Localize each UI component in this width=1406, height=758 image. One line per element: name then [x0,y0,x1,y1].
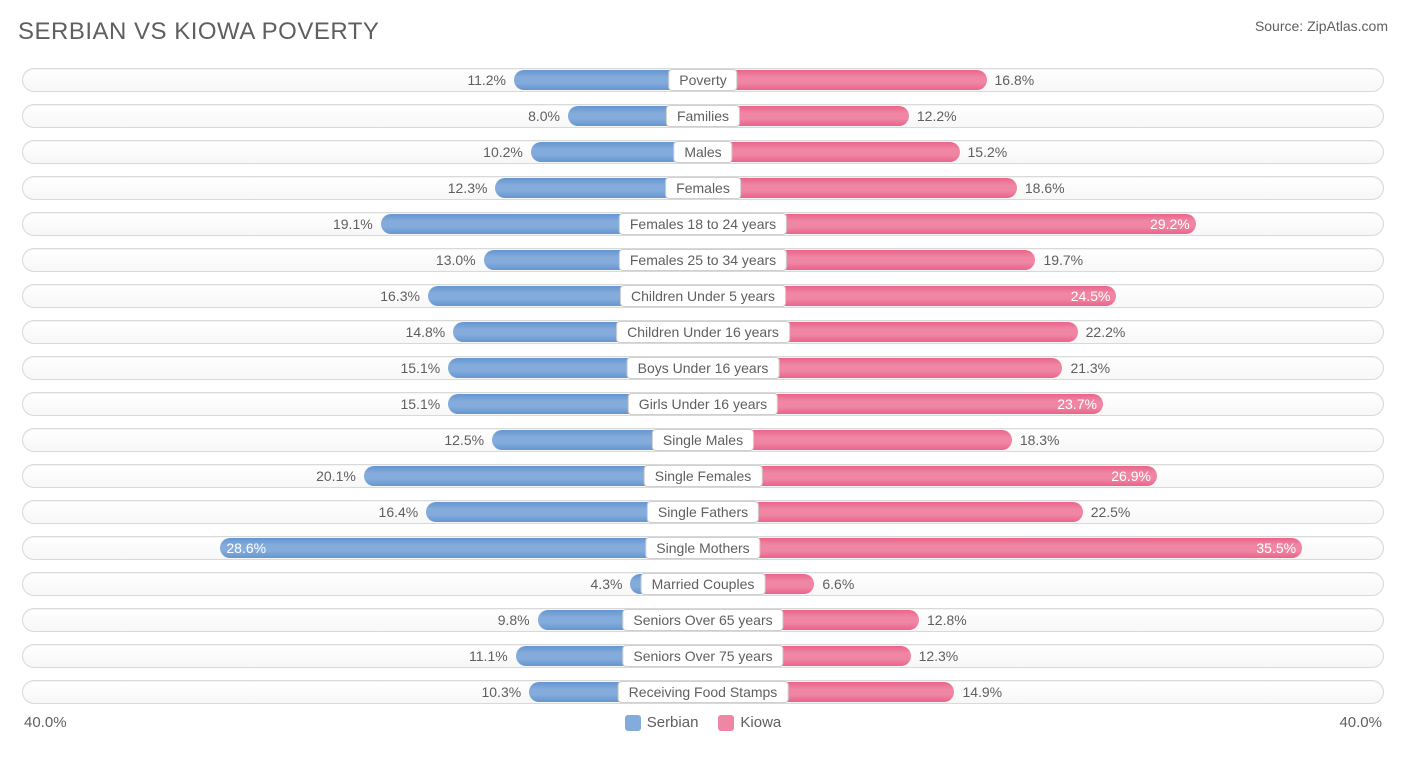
value-right: 22.2% [1078,324,1126,340]
category-label: Boys Under 16 years [627,357,780,379]
chart-row: 11.1% 12.3% Seniors Over 75 years [18,640,1388,672]
category-label: Seniors Over 65 years [622,609,783,631]
value-left: 14.8% [406,324,454,340]
category-label: Married Couples [641,573,766,595]
value-right: 12.3% [911,648,959,664]
bar-right: 26.9% [703,466,1157,486]
chart-title: SERBIAN VS KIOWA POVERTY [18,18,379,46]
category-label: Single Females [644,465,763,487]
value-left: 15.1% [400,396,448,412]
bar-right: 22.5% [703,502,1083,522]
value-right: 24.5% [1071,288,1111,304]
chart-row: 16.4%22.5%Single Fathers [18,496,1388,528]
bar-right: 18.6% [703,178,1017,198]
category-label: Seniors Over 75 years [622,645,783,667]
legend-item-left: Serbian [625,714,699,731]
category-label: Single Males [652,429,754,451]
chart-row: 12.3%18.6%Females [18,172,1388,204]
chart-row: 20.1% 26.9% Single Females [18,460,1388,492]
chart-row: 13.0% 19.7% Females 25 to 34 years [18,244,1388,276]
category-label: Poverty [668,69,737,91]
value-left: 13.0% [436,252,484,268]
value-right: 35.5% [1256,540,1296,556]
legend-label-right: Kiowa [740,714,781,731]
value-right: 6.6% [814,576,854,592]
bar-right: 16.8% [703,70,987,90]
category-label: Families [666,105,740,127]
legend-swatch-left [625,715,641,731]
value-left: 8.0% [528,108,568,124]
chart-source: Source: ZipAtlas.com [1255,18,1388,34]
value-right: 29.2% [1150,216,1190,232]
category-label: Receiving Food Stamps [618,681,789,703]
value-right: 26.9% [1111,468,1151,484]
value-left: 9.8% [498,612,538,628]
legend-item-right: Kiowa [718,714,781,731]
chart-row: 10.2%15.2%Males [18,136,1388,168]
value-right: 19.7% [1035,252,1083,268]
value-left: 28.6% [226,540,266,556]
value-right: 16.8% [987,72,1035,88]
value-left: 20.1% [316,468,364,484]
category-label: Children Under 5 years [620,285,786,307]
legend-label-left: Serbian [647,714,699,731]
category-label: Males [673,141,732,163]
chart-row: 28.6% 35.5% Single Mothers [18,532,1388,564]
chart-row: 14.8% 22.2% Children Under 16 years [18,316,1388,348]
value-right: 18.3% [1012,432,1060,448]
category-label: Single Mothers [645,537,760,559]
value-left: 12.5% [444,432,492,448]
bar-right: 15.2% [703,142,960,162]
chart-row: 11.2%16.8%Poverty [18,64,1388,96]
chart-axis: 40.0% Serbian Kiowa 40.0% [18,714,1388,731]
chart-row: 8.0% 12.2% Families [18,100,1388,132]
chart-row: 10.3% 14.9% Receiving Food Stamps [18,676,1388,708]
value-left: 11.2% [467,72,514,88]
category-label: Children Under 16 years [616,321,790,343]
chart-legend: Serbian Kiowa [625,714,782,731]
value-right: 22.5% [1083,504,1131,520]
value-left: 16.4% [379,504,427,520]
chart-row: 16.3% 24.5% Children Under 5 years [18,280,1388,312]
value-right: 14.9% [954,684,1002,700]
chart-row: 9.8% 12.8% Seniors Over 65 years [18,604,1388,636]
value-left: 15.1% [400,360,448,376]
value-left: 12.3% [448,180,496,196]
legend-swatch-right [718,715,734,731]
axis-max-right: 40.0% [1339,714,1382,731]
category-label: Females 25 to 34 years [619,249,787,271]
chart-row: 4.3% 6.6% Married Couples [18,568,1388,600]
axis-max-left: 40.0% [24,714,67,731]
chart-row: 12.5% 18.3% Single Males [18,424,1388,456]
category-label: Single Fathers [647,501,759,523]
value-right: 21.3% [1062,360,1110,376]
chart-row: 19.1% 29.2% Females 18 to 24 years [18,208,1388,240]
category-label: Females 18 to 24 years [619,213,787,235]
diverging-bar-chart: 11.2%16.8%Poverty8.0%12.2%Families10.2%1… [18,64,1388,708]
category-label: Females [665,177,741,199]
chart-row: 15.1% 21.3% Boys Under 16 years [18,352,1388,384]
value-right: 15.2% [960,144,1008,160]
value-right: 12.8% [919,612,967,628]
value-left: 10.3% [481,684,529,700]
value-left: 4.3% [591,576,631,592]
category-label: Girls Under 16 years [628,393,778,415]
chart-header: SERBIAN VS KIOWA POVERTY Source: ZipAtla… [18,18,1388,46]
bar-left: 28.6% [220,538,703,558]
chart-row: 15.1% 23.7% Girls Under 16 years [18,388,1388,420]
value-left: 16.3% [380,288,428,304]
value-left: 10.2% [483,144,531,160]
value-left: 19.1% [333,216,381,232]
bar-right: 35.5% [703,538,1302,558]
value-right: 12.2% [909,108,957,124]
value-left: 11.1% [469,648,516,664]
value-right: 23.7% [1057,396,1097,412]
value-right: 18.6% [1017,180,1065,196]
